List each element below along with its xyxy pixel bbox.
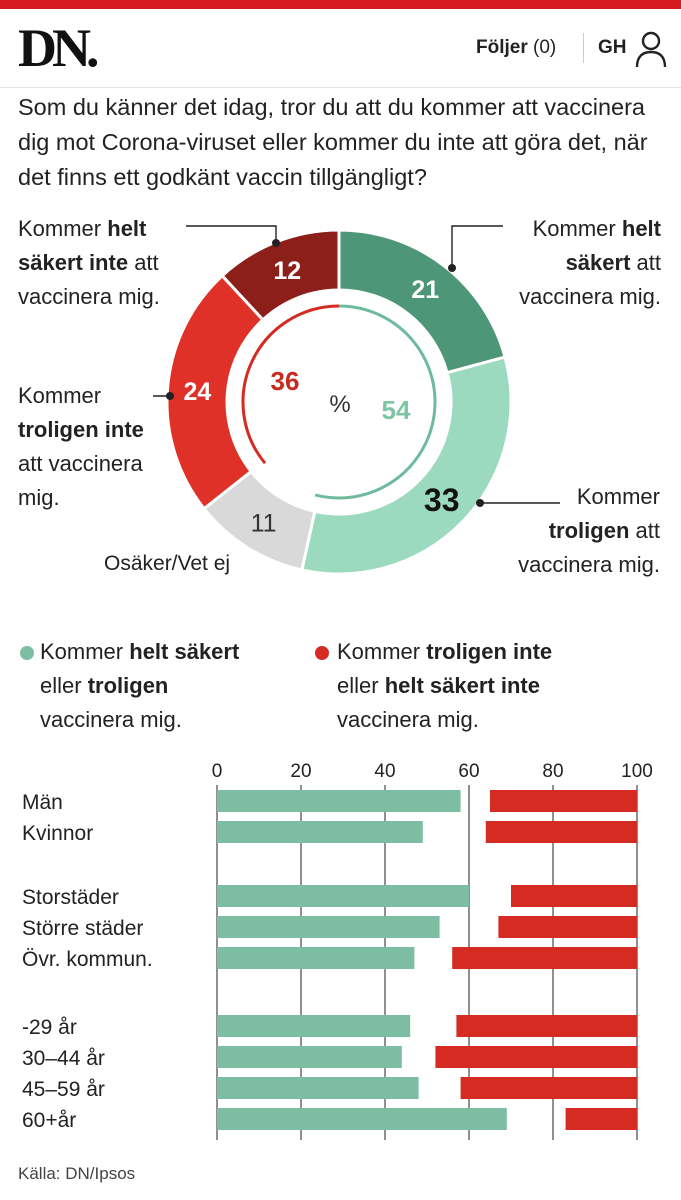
donut-chart: 21 33 11 24 12 54 36% xyxy=(153,225,560,576)
donut-label-troligen_inte: 24 xyxy=(184,378,212,406)
bar-yes xyxy=(217,947,415,969)
bar-yes xyxy=(217,1077,419,1099)
x-tick-label: 0 xyxy=(212,761,223,782)
x-tick-label: 100 xyxy=(621,761,653,782)
callout-helt-sakert: Kommer helt säkert att vaccinera mig. xyxy=(519,216,661,309)
bar-no xyxy=(490,790,637,812)
category-label: Män xyxy=(22,791,63,814)
donut-label-osaker: 11 xyxy=(251,509,277,537)
x-tick-label: 20 xyxy=(290,761,311,782)
bar-no xyxy=(452,947,637,969)
x-tick-label: 80 xyxy=(542,761,563,782)
category-label: Kvinnor xyxy=(22,822,93,845)
leader-dot-troligen xyxy=(476,499,484,507)
leader-line-helt_sakert xyxy=(451,225,503,268)
leader-line-helt_sakert_inte xyxy=(186,225,277,243)
callout-troligen-inte: Kommer troligen inte att vaccinera mig. xyxy=(18,383,144,510)
callout-helt-sakert-inte: Kommer helt säkert inte att vaccinera mi… xyxy=(18,216,160,309)
donut-label-troligen: 33 xyxy=(424,482,460,518)
category-label: Större städer xyxy=(22,917,143,940)
bar-no xyxy=(456,1015,637,1037)
percent-unit-label: % xyxy=(329,391,350,418)
chart-question: Som du känner det idag, tror du att du k… xyxy=(18,94,648,190)
follow-label: Följer xyxy=(476,37,528,58)
bar-yes xyxy=(217,885,469,907)
leader-dot-helt_sakert_inte xyxy=(272,239,280,247)
legend-yes: Kommer helt säkert eller troligen vacciner… xyxy=(40,639,240,732)
x-tick-label: 60 xyxy=(458,761,479,782)
bar-no xyxy=(435,1046,637,1068)
follow-count: (0) xyxy=(533,37,557,58)
legend-dot-yes xyxy=(20,646,34,660)
bar-yes xyxy=(217,1015,411,1037)
total-no-label: 36 xyxy=(271,366,300,396)
legend-no: Kommer troligen inte eller helt säkert in… xyxy=(337,639,553,732)
donut-label-helt_sakert_inte: 12 xyxy=(273,257,301,285)
header-divider xyxy=(583,33,584,63)
bar-no xyxy=(485,821,637,843)
bar-yes xyxy=(217,821,423,843)
category-label: 60+år xyxy=(22,1109,76,1132)
category-label: Övr. kommun. xyxy=(22,948,153,971)
bar-no xyxy=(511,885,637,907)
inner-arc-no xyxy=(241,304,340,465)
bar-yes xyxy=(217,1046,402,1068)
site-header: DN. Följer (0) GH xyxy=(0,9,681,88)
bar-no xyxy=(498,916,637,938)
category-label: 30–44 år xyxy=(22,1047,105,1070)
callout-osaker: Osäker/Vet ej xyxy=(104,552,231,575)
donut-slice-troligen xyxy=(300,355,513,576)
donut-label-helt_sakert: 21 xyxy=(411,276,439,304)
dn-logo[interactable]: DN. xyxy=(18,18,99,78)
follow-button[interactable]: Följer (0) xyxy=(476,37,556,59)
bar-no xyxy=(565,1108,637,1130)
inner-arc-yes xyxy=(314,304,437,500)
category-label: 45–59 år xyxy=(22,1078,105,1101)
bar-chart: 0 20 40 60 80 100 Män Kvinnor Storstäder Större s… xyxy=(22,761,653,1140)
bar-no xyxy=(460,1077,637,1099)
legend-dot-no xyxy=(315,646,329,660)
bar-yes xyxy=(217,790,461,812)
donut-slice-helt_sakert_inte xyxy=(220,228,341,322)
total-yes-label: 54 xyxy=(382,395,411,425)
category-label: -29 år xyxy=(22,1016,77,1039)
bar-yes xyxy=(217,1108,507,1130)
top-accent-bar xyxy=(0,0,681,9)
category-label: Storstäder xyxy=(22,886,119,909)
donut-slice-troligen_inte xyxy=(165,273,266,511)
user-icon[interactable] xyxy=(634,29,668,69)
bar-yes xyxy=(217,916,440,938)
source-note: Källa: DN/Ipsos xyxy=(18,1164,136,1183)
x-tick-label: 40 xyxy=(374,761,395,782)
callout-troligen: Kommer troligen att vaccinera mig. xyxy=(518,484,660,577)
user-initials[interactable]: GH xyxy=(598,37,627,58)
leader-dot-helt_sakert xyxy=(448,264,456,272)
leader-dot-troligen_inte xyxy=(166,392,174,400)
